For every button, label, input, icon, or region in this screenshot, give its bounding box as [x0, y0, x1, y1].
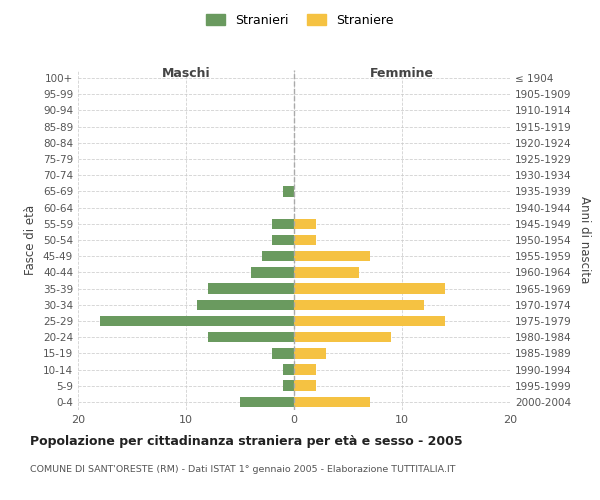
Text: COMUNE DI SANT'ORESTE (RM) - Dati ISTAT 1° gennaio 2005 - Elaborazione TUTTITALI: COMUNE DI SANT'ORESTE (RM) - Dati ISTAT …: [30, 465, 455, 474]
Bar: [283, 364, 294, 375]
Text: Femmine: Femmine: [370, 67, 434, 80]
Bar: [294, 332, 391, 342]
Y-axis label: Anni di nascita: Anni di nascita: [578, 196, 591, 284]
Bar: [272, 218, 294, 229]
Bar: [251, 267, 294, 278]
Bar: [294, 348, 326, 358]
Bar: [272, 348, 294, 358]
Bar: [294, 396, 370, 407]
Y-axis label: Fasce di età: Fasce di età: [25, 205, 37, 275]
Bar: [294, 218, 316, 229]
Bar: [208, 332, 294, 342]
Bar: [283, 380, 294, 391]
Bar: [100, 316, 294, 326]
Bar: [240, 396, 294, 407]
Bar: [294, 300, 424, 310]
Text: Popolazione per cittadinanza straniera per età e sesso - 2005: Popolazione per cittadinanza straniera p…: [30, 435, 463, 448]
Bar: [294, 284, 445, 294]
Bar: [272, 234, 294, 246]
Bar: [262, 251, 294, 262]
Bar: [294, 316, 445, 326]
Bar: [294, 364, 316, 375]
Bar: [283, 186, 294, 196]
Bar: [197, 300, 294, 310]
Bar: [294, 251, 370, 262]
Bar: [294, 380, 316, 391]
Legend: Stranieri, Straniere: Stranieri, Straniere: [202, 8, 398, 32]
Bar: [294, 234, 316, 246]
Text: Maschi: Maschi: [161, 67, 211, 80]
Bar: [294, 267, 359, 278]
Bar: [208, 284, 294, 294]
